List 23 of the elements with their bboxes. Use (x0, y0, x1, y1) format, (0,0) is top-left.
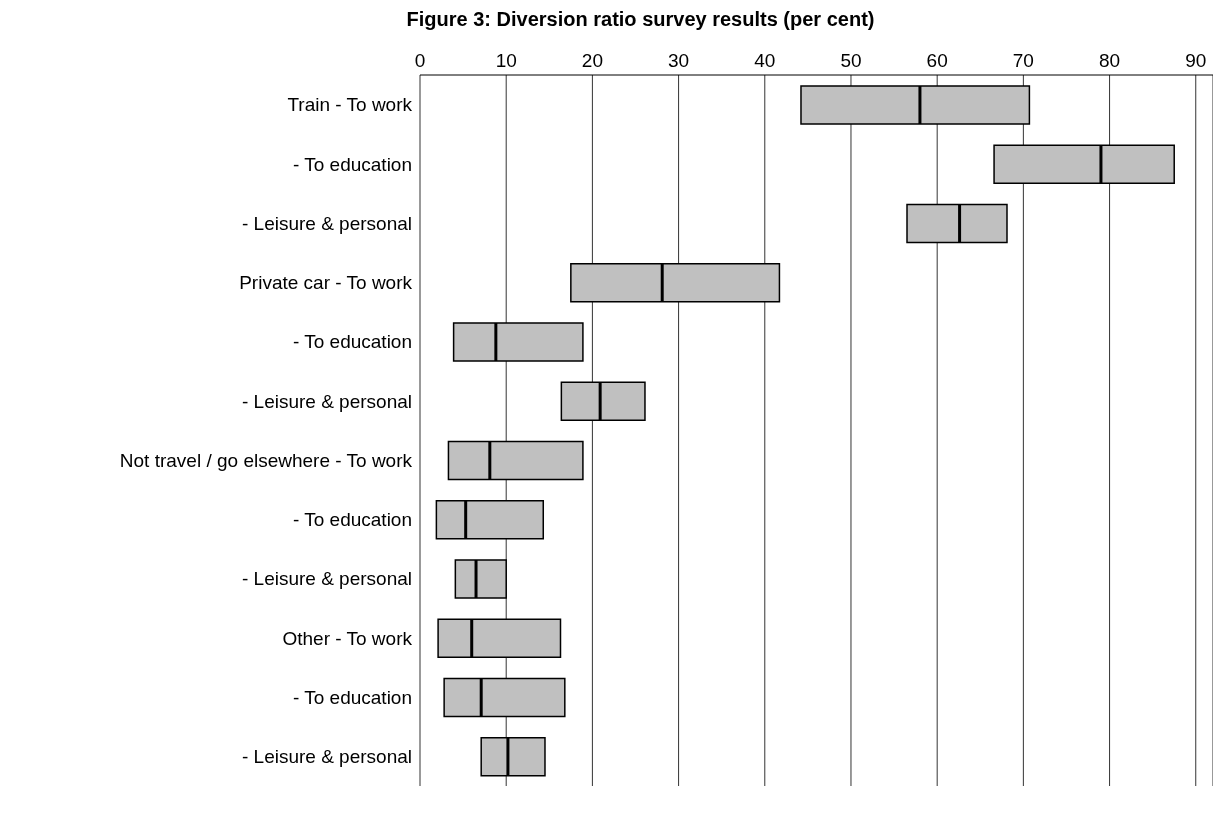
x-tick-label: 40 (754, 50, 776, 71)
y-tick-label: - Leisure & personal (241, 568, 412, 590)
y-tick-label: Private car - To work (239, 272, 413, 294)
y-tick-label: - To education (292, 686, 412, 708)
x-tick-label: 30 (668, 50, 690, 71)
y-tick-label: - Leisure & personal (241, 746, 412, 768)
x-tick-label: 80 (1098, 50, 1121, 71)
chart-title: Figure 3: Diversion ratio survey results (per cent) (405, 8, 876, 31)
y-tick-label: Other - To work (282, 627, 413, 649)
x-tick-label: 70 (1012, 50, 1034, 71)
x-tick-label: 60 (926, 50, 948, 71)
x-tick-label: 90 (1185, 50, 1207, 71)
y-tick-label: - To education (292, 331, 412, 353)
y-tick-label: - To education (292, 153, 412, 175)
y-tick-label: Train - To work (287, 94, 413, 116)
y-tick-label: - Leisure & personal (241, 212, 412, 234)
x-tick-label: 10 (495, 50, 517, 71)
y-tick-label: Not travel / go elsewhere - To work (119, 449, 413, 471)
x-tick-label: 50 (840, 50, 862, 71)
y-tick-label: - To education (292, 509, 412, 531)
x-tick-label: 20 (581, 50, 603, 71)
y-tick-label: - Leisure & personal (241, 390, 412, 412)
x-tick-label: 0 (414, 50, 426, 71)
